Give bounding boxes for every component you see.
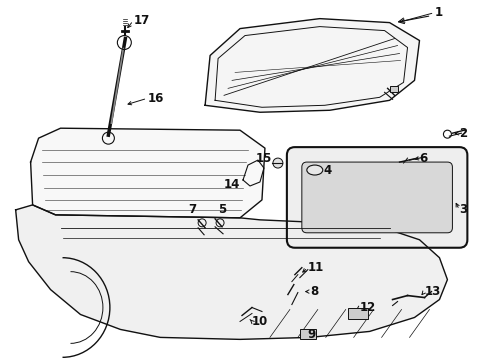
Text: 11: 11 bbox=[308, 261, 324, 274]
Ellipse shape bbox=[307, 165, 323, 175]
Text: 12: 12 bbox=[360, 301, 376, 314]
Text: 1: 1 bbox=[435, 6, 442, 19]
Text: 13: 13 bbox=[424, 285, 441, 298]
Text: 17: 17 bbox=[133, 14, 149, 27]
Polygon shape bbox=[205, 19, 419, 112]
Text: 9: 9 bbox=[308, 328, 316, 341]
Bar bbox=[300, 329, 316, 339]
Text: 3: 3 bbox=[460, 203, 467, 216]
Text: 6: 6 bbox=[419, 152, 428, 165]
FancyBboxPatch shape bbox=[287, 147, 467, 248]
Polygon shape bbox=[30, 128, 265, 218]
Circle shape bbox=[273, 158, 283, 168]
FancyBboxPatch shape bbox=[302, 162, 452, 233]
Polygon shape bbox=[16, 205, 447, 339]
Text: 14: 14 bbox=[224, 179, 241, 192]
Text: 8: 8 bbox=[310, 285, 318, 298]
Text: 10: 10 bbox=[252, 315, 268, 328]
Text: 2: 2 bbox=[460, 127, 467, 140]
Bar bbox=[390, 86, 397, 92]
Text: 5: 5 bbox=[218, 203, 226, 216]
Text: 7: 7 bbox=[188, 203, 196, 216]
Text: 15: 15 bbox=[256, 152, 272, 165]
Bar bbox=[348, 307, 368, 319]
Text: 4: 4 bbox=[324, 163, 332, 176]
Text: 16: 16 bbox=[147, 92, 164, 105]
